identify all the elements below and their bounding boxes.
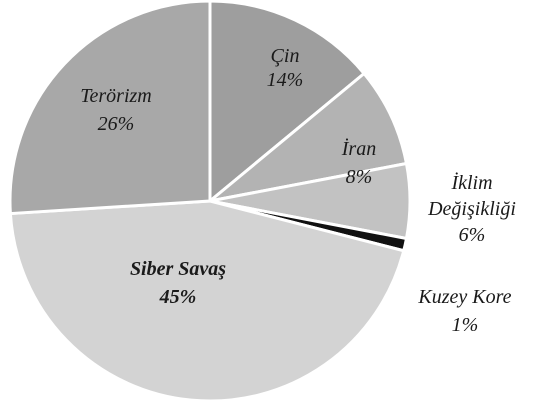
pie-slice-siber-savas bbox=[8, 199, 406, 401]
slice-percent-label: 1% bbox=[452, 314, 479, 336]
slice-label-siber-savas: Siber Savaş 45% bbox=[130, 258, 226, 308]
slice-label-kuzey-kore: Kuzey Kore 1% bbox=[417, 286, 511, 336]
pie-slice-cin bbox=[208, 0, 366, 203]
slice-name-label: İran bbox=[341, 137, 376, 160]
slice-percent-label: 14% bbox=[267, 69, 304, 91]
slice-name-label: Kuzey Kore bbox=[417, 286, 511, 308]
slice-label-iklim-degisikligi: İklim Değişikliği 6% bbox=[427, 171, 516, 246]
slice-name-label: Çin bbox=[271, 45, 300, 67]
slice-percent-label: 6% bbox=[459, 224, 486, 246]
slice-label-iran: İran 8% bbox=[341, 137, 376, 188]
slice-name-label: Terörizm bbox=[80, 85, 152, 107]
slice-label-terorizm: Terörizm 26% bbox=[80, 85, 152, 135]
slice-name-label: İklim bbox=[450, 171, 492, 194]
slice-percent-label: 26% bbox=[98, 113, 135, 135]
pie-labels: Çin 14% İran 8% İklim Değişikliği 6% Kuzey Kore… bbox=[80, 45, 516, 336]
pie-slice-terorizm bbox=[8, 0, 212, 216]
pie-slice-iran bbox=[208, 72, 408, 203]
slice-percent-label: 8% bbox=[346, 166, 373, 188]
pie-slices bbox=[8, 0, 412, 401]
slice-percent-label: 45% bbox=[159, 286, 197, 308]
slice-name-label: Değişikliği bbox=[427, 198, 516, 220]
slice-name-label: Siber Savaş bbox=[130, 258, 226, 280]
slice-label-cin: Çin 14% bbox=[267, 45, 304, 91]
